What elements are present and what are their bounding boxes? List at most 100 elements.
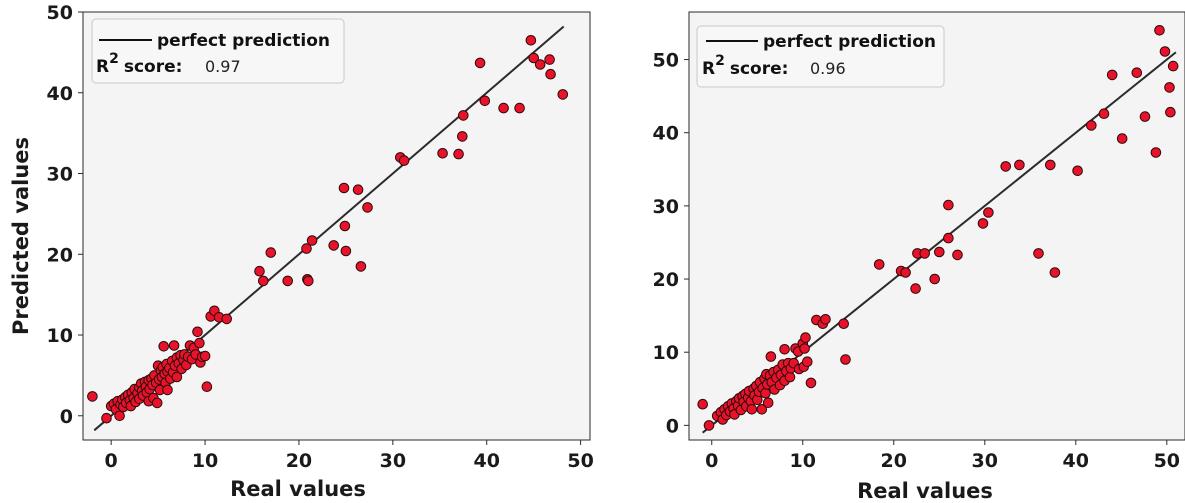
left-scatter-point xyxy=(338,182,350,194)
left-legend-line-label: perfect prediction xyxy=(157,31,330,51)
right-scatter-point xyxy=(1014,159,1025,171)
left-scatter-point xyxy=(192,326,203,338)
right-scatter-point xyxy=(840,354,851,365)
left-scatter-point xyxy=(328,240,340,251)
right-scatter-point xyxy=(1139,111,1151,122)
left-scatter-point xyxy=(151,397,163,409)
right-scatter-point xyxy=(1154,25,1165,36)
right-x-tick-label: 10 xyxy=(790,450,816,472)
left-scatter-point xyxy=(398,155,410,166)
right-scatter-point xyxy=(765,351,777,362)
left-scatter-point xyxy=(194,337,205,349)
right-scatter-point xyxy=(1045,159,1056,171)
right-scatter-point xyxy=(784,371,796,383)
right-scatter-point xyxy=(1167,60,1179,72)
right-scatter-point xyxy=(756,404,768,415)
left-y-tick-label: 10 xyxy=(47,325,73,347)
right-scatter-point xyxy=(799,343,810,354)
right-scatter-point xyxy=(1000,161,1012,172)
left-chart: 0 10 20 30 40 50 0 10 20 30 40 50 perfect predictio… xyxy=(9,2,594,501)
left-scatter-point xyxy=(498,102,509,114)
left-scatter-point xyxy=(544,54,555,65)
right-x-tick-label: 0 xyxy=(705,450,718,472)
left-scatter-point xyxy=(171,371,183,383)
right-scatter-point xyxy=(1165,106,1176,118)
right-x-axis-label: Real values xyxy=(857,479,993,503)
left-scatter-point xyxy=(453,148,464,160)
left-scatter-point xyxy=(162,384,173,396)
right-scatter-point xyxy=(820,314,831,325)
right-legend-box xyxy=(696,25,945,88)
left-y-tick-label: 0 xyxy=(60,406,73,428)
right-scatter-point xyxy=(934,246,945,258)
right-scatter-point xyxy=(762,397,774,409)
left-x-tick-label: 40 xyxy=(473,450,499,472)
right-scatter-point xyxy=(1116,133,1128,144)
left-scatter-point xyxy=(457,131,468,142)
left-y-axis-label: Predicted values xyxy=(9,137,33,335)
right-legend-score-value: 0.96 xyxy=(810,59,846,78)
right-y-tick-label: 10 xyxy=(653,342,679,364)
left-scatter-point xyxy=(362,202,373,213)
left-scatter-point xyxy=(458,110,469,121)
left-x-tick-label: 0 xyxy=(105,450,118,472)
left-scatter-point xyxy=(221,313,232,325)
right-axis-ticks: 0 10 20 30 40 50 0 10 20 30 40 50 xyxy=(653,50,1180,472)
right-scatter-point xyxy=(943,199,954,211)
right-scatter-point xyxy=(919,248,931,259)
right-scatter-point xyxy=(1106,69,1118,81)
right-scatter-point xyxy=(1049,267,1061,278)
left-y-tick-label: 30 xyxy=(47,164,73,186)
left-scatter-point xyxy=(306,235,318,246)
left-scatter-point xyxy=(265,247,277,258)
left-scatter-point xyxy=(557,89,569,100)
right-y-tick-label: 30 xyxy=(653,196,679,218)
left-x-tick-label: 20 xyxy=(286,450,312,472)
right-chart: 0 10 20 30 40 50 0 10 20 30 40 50 perfect predictio… xyxy=(653,11,1185,503)
left-scatter-point xyxy=(474,57,486,69)
left-scatter-point xyxy=(437,148,448,159)
left-scatter-point xyxy=(101,412,112,424)
right-legend-line-label: perfect prediction xyxy=(763,32,936,52)
right-x-tick-label: 40 xyxy=(1063,450,1089,472)
right-y-tick-label: 40 xyxy=(653,123,679,145)
left-y-tick-label: 40 xyxy=(47,83,73,105)
left-scatter-point xyxy=(199,350,211,362)
right-scatter-point xyxy=(977,218,989,229)
left-scatter-point xyxy=(158,341,169,352)
left-scatter-point xyxy=(254,265,265,277)
right-scatter-point xyxy=(1033,248,1044,259)
right-scatter-point xyxy=(1150,147,1162,158)
left-scatter-point xyxy=(514,102,525,114)
right-scatter-point xyxy=(983,207,994,218)
right-scatter-point xyxy=(1086,120,1097,131)
left-scatter-point xyxy=(534,59,546,70)
left-legend-box xyxy=(91,18,345,84)
left-scatter-point xyxy=(168,340,180,351)
left-scatter-point xyxy=(339,220,351,232)
left-y-tick-label: 50 xyxy=(47,2,73,24)
right-scatter-point xyxy=(802,356,813,368)
right-scatter-point xyxy=(900,267,911,278)
left-x-tick-label: 30 xyxy=(380,450,406,472)
right-scatter-point xyxy=(697,398,709,410)
right-scatter-point xyxy=(1164,82,1175,93)
left-scatter-point xyxy=(258,275,269,287)
left-scatter-point xyxy=(87,391,98,402)
right-y-tick-label: 20 xyxy=(653,269,679,291)
left-scatter-point xyxy=(479,95,491,107)
right-scatter-point xyxy=(1072,165,1083,177)
right-scatter-point xyxy=(800,332,811,343)
right-x-tick-label: 20 xyxy=(881,450,907,472)
left-legend: perfect prediction R2 score: 0.97 xyxy=(91,18,345,84)
right-scatter-point xyxy=(703,420,715,431)
left-y-tick-label: 20 xyxy=(47,244,73,266)
right-scatter-point xyxy=(838,318,850,330)
right-legend: perfect prediction R2 score: 0.96 xyxy=(696,25,945,88)
left-x-tick-label: 10 xyxy=(192,450,218,472)
right-x-tick-label: 30 xyxy=(972,450,998,472)
left-scatter-point xyxy=(352,184,364,195)
left-scatter-point xyxy=(528,52,540,64)
left-x-axis-label: Real values xyxy=(230,477,366,501)
